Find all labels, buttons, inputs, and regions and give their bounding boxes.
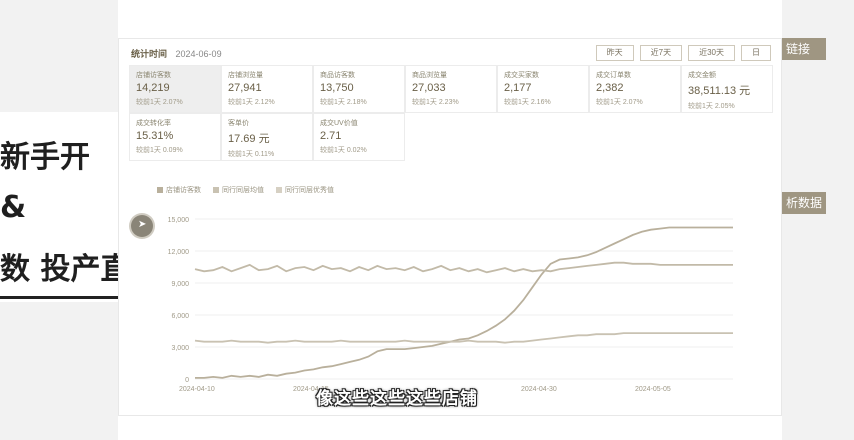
- x-tick-label: 2024-04-15: [293, 386, 329, 393]
- metric-label: 商品浏览量: [412, 72, 447, 79]
- panel-bottom-band: [118, 416, 782, 440]
- range-button-day[interactable]: 日: [741, 45, 771, 61]
- metric-compare: 较前1天 2.18%: [320, 99, 367, 106]
- metric-card[interactable]: 商品访客数 13,750 较前1天 2.18%: [313, 65, 405, 113]
- metric-value: 13,750: [320, 82, 354, 94]
- metric-label: 客单价: [228, 120, 249, 127]
- legend-label: 同行同层均值: [222, 187, 264, 194]
- slide-chip-link: 链接: [782, 38, 826, 60]
- y-tick-label: 15,000: [168, 217, 190, 224]
- y-tick-label: 3,000: [171, 345, 189, 352]
- legend-item[interactable]: 店铺访客数: [157, 185, 201, 195]
- slide-divider: [0, 296, 118, 299]
- series-line-0: [195, 226, 733, 379]
- metric-card[interactable]: 客单价 17.69 元 较前1天 0.11%: [221, 113, 313, 161]
- metric-label: 商品访客数: [320, 72, 355, 79]
- range-button-7days[interactable]: 近7天: [639, 45, 683, 61]
- legend-item[interactable]: 同行同层均值: [213, 185, 264, 195]
- metric-value: 2,177: [504, 82, 532, 94]
- metric-card[interactable]: 成交金额 38,511.13 元 较前1天 2.05%: [681, 65, 773, 113]
- metrics-row-1: 店铺访客数 14,219 较前1天 2.07% 店铺浏览量 27,941 较前1…: [129, 65, 775, 113]
- metric-value: 15.31%: [136, 130, 174, 142]
- metric-card[interactable]: 成交订单数 2,382 较前1天 2.07%: [589, 65, 681, 113]
- metric-label: 店铺浏览量: [228, 72, 263, 79]
- series-line-2: [194, 332, 733, 344]
- slide-title-line-1: 新手开: [0, 140, 90, 175]
- metric-compare: 较前1天 2.12%: [228, 99, 275, 106]
- range-button-30days[interactable]: 近30天: [688, 45, 735, 61]
- metric-card[interactable]: 成交买家数 2,177 较前1天 2.16%: [497, 65, 589, 113]
- slide-title-line-2: &: [0, 190, 27, 225]
- metrics-row-2: 成交转化率 15.31% 较前1天 0.09% 客单价 17.69 元 较前1天…: [129, 113, 775, 161]
- legend-swatch: [213, 187, 219, 194]
- metric-compare: 较前1天 0.09%: [136, 147, 183, 154]
- metric-compare: 较前1天 0.11%: [228, 151, 275, 158]
- panel-top-band: [118, 0, 782, 38]
- metric-compare: 较前1天 2.05%: [688, 103, 735, 110]
- metric-card[interactable]: 店铺访客数 14,219 较前1天 2.07%: [129, 65, 221, 113]
- legend-label: 同行同层优秀值: [285, 187, 334, 194]
- slide-title-line-3: 数 投产直: [0, 252, 131, 287]
- metric-value: 27,033: [412, 82, 446, 94]
- metric-label: 成交金额: [688, 72, 716, 79]
- panel-title: 统计时间: [131, 49, 168, 59]
- slide-chip-data: 析数据: [782, 192, 826, 214]
- chart-legend: 店铺访客数 同行同层均值 同行同层优秀值: [157, 185, 334, 195]
- metric-compare: 较前1天 2.07%: [136, 99, 183, 106]
- slide-text-area: [0, 112, 118, 302]
- metric-card[interactable]: 成交UV价值 2.71 较前1天 0.02%: [313, 113, 405, 161]
- stats-panel: 统计时间 2024-06-09 昨天 近7天 近30天 日 店铺访客数 14,2…: [118, 38, 782, 416]
- y-tick-label: 9,000: [171, 281, 189, 288]
- y-tick-label: 0: [185, 377, 189, 384]
- legend-item[interactable]: 同行同层优秀值: [276, 185, 334, 195]
- metric-value: 14,219: [136, 82, 170, 94]
- metric-value: 17.69 元: [228, 133, 270, 145]
- line-chart: 15,000 12,000 9,000 6,000 3,000 0 2024-04-10 2…: [168, 217, 733, 393]
- metric-compare: 较前1天 2.23%: [412, 99, 459, 106]
- legend-label: 店铺访客数: [166, 187, 201, 194]
- x-tick-label: 2024-04-10: [179, 386, 215, 393]
- x-tick-label: 2024-04-30: [521, 386, 557, 393]
- legend-swatch: [157, 187, 163, 194]
- metric-value: 38,511.13 元: [688, 85, 751, 97]
- pointer-icon: ➤: [138, 219, 147, 230]
- cursor-indicator: ➤: [131, 215, 153, 237]
- metric-label: 成交买家数: [504, 72, 539, 79]
- panel-header: 统计时间 2024-06-09: [131, 47, 222, 60]
- metric-label: 成交订单数: [596, 72, 631, 79]
- metric-card[interactable]: 成交转化率 15.31% 较前1天 0.09%: [129, 113, 221, 161]
- metric-value: 2.71: [320, 130, 342, 142]
- x-tick-label: 2024-05-05: [635, 386, 671, 393]
- panel-date: 2024-06-09: [175, 49, 222, 59]
- metric-card[interactable]: 商品浏览量 27,033 较前1天 2.23%: [405, 65, 497, 113]
- metric-value: 27,941: [228, 82, 262, 94]
- legend-swatch: [276, 187, 282, 194]
- metric-compare: 较前1天 0.02%: [320, 147, 367, 154]
- metric-label: 店铺访客数: [136, 72, 171, 79]
- metric-label: 成交UV价值: [320, 120, 358, 127]
- y-tick-label: 6,000: [171, 313, 189, 320]
- metric-label: 成交转化率: [136, 120, 171, 127]
- metric-card[interactable]: 店铺浏览量 27,941 较前1天 2.12%: [221, 65, 313, 113]
- metric-value: 2,382: [596, 82, 624, 94]
- metric-compare: 较前1天 2.07%: [596, 99, 643, 106]
- metric-compare: 较前1天 2.16%: [504, 99, 551, 106]
- video-subtitle: 像这些这些这些店铺: [316, 389, 478, 409]
- y-tick-label: 12,000: [168, 249, 190, 256]
- metrics-grid: 店铺访客数 14,219 较前1天 2.07% 店铺浏览量 27,941 较前1…: [129, 65, 775, 161]
- range-button-yesterday[interactable]: 昨天: [595, 45, 634, 61]
- series-line-1: [194, 261, 733, 274]
- range-buttons: 昨天 近7天 近30天 日: [595, 45, 771, 61]
